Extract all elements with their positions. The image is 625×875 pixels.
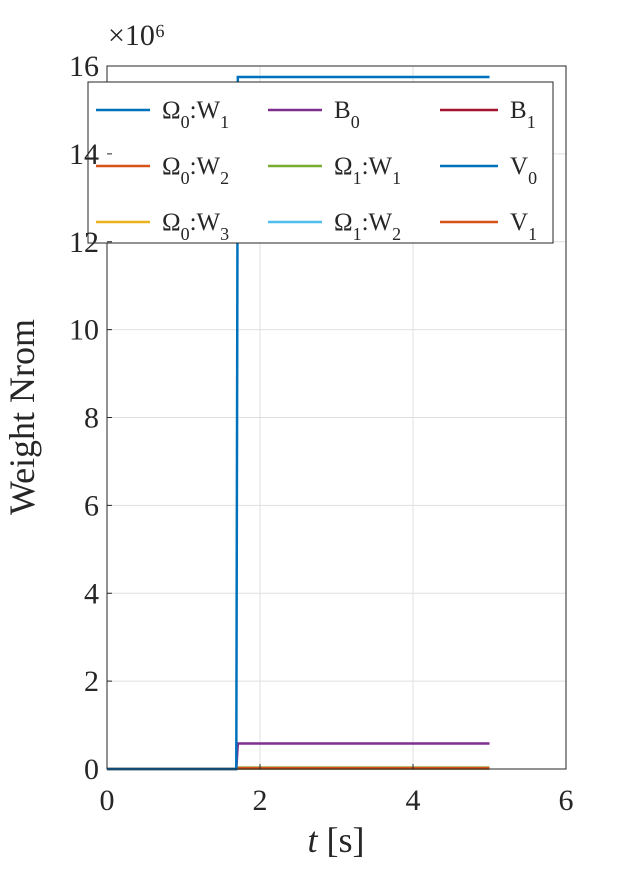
legend-label: Ω0:W3 <box>162 209 229 244</box>
legend-label: Ω1:W2 <box>334 209 401 244</box>
x-tick-label: 6 <box>559 784 574 817</box>
y-axis-label: Weight Nrom <box>2 319 42 515</box>
x-tick-label: 0 <box>100 784 115 817</box>
legend-label: V0 <box>510 153 537 188</box>
y-tick-label: 4 <box>84 577 99 610</box>
y-tick-label: 16 <box>69 50 99 83</box>
legend-box <box>87 81 554 244</box>
x-axis-label: t [s] <box>307 820 364 860</box>
y-tick-label: 12 <box>69 226 99 259</box>
legend-label: Ω0:W2 <box>162 153 229 188</box>
legend-label: Ω0:W1 <box>162 97 229 132</box>
y-tick-label: 6 <box>84 489 99 522</box>
legend-label: Ω1:W1 <box>334 153 401 188</box>
y-tick-label: 14 <box>69 138 99 171</box>
x-tick-label: 4 <box>406 784 421 817</box>
y-tick-label: 2 <box>84 665 99 698</box>
y-tick-label: 8 <box>84 402 99 435</box>
legend-label: B0 <box>334 97 360 132</box>
y-multiplier: ×10⁶ <box>108 19 165 52</box>
legend-label: V1 <box>510 209 537 244</box>
x-tick-label: 2 <box>253 784 268 817</box>
y-tick-label: 0 <box>84 753 99 786</box>
legend-label: B1 <box>510 97 536 132</box>
y-tick-label: 10 <box>69 314 99 347</box>
